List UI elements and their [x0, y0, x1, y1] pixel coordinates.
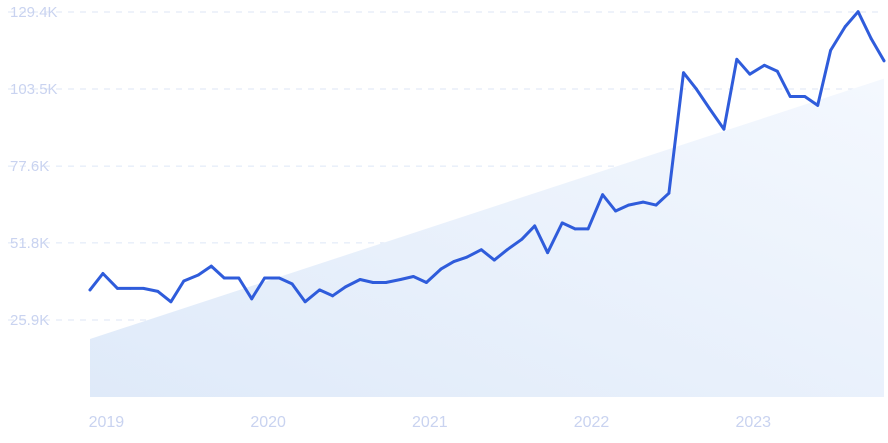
y-tick-label: 129.4K: [10, 4, 58, 21]
data-point: [384, 281, 388, 284]
data-point: [546, 251, 550, 255]
series-line: [88, 10, 886, 304]
data-point: [116, 287, 119, 290]
x-tick-label: 2019: [89, 414, 125, 431]
data-point: [882, 59, 886, 63]
data-point: [762, 63, 766, 67]
data-point: [141, 287, 145, 290]
data-point: [722, 127, 726, 131]
data-point: [290, 282, 294, 286]
data-point: [371, 281, 375, 284]
y-tick-label: 77.6K: [10, 158, 49, 175]
data-point: [667, 191, 671, 195]
data-point: [263, 276, 267, 280]
data-point: [520, 237, 524, 241]
data-point: [88, 288, 92, 292]
data-point: [412, 275, 415, 278]
data-point: [654, 203, 658, 207]
data-point: [182, 279, 186, 283]
y-axis-ticks: 129.4K 103.5K 77.6K 51.8K 25.9K: [10, 4, 58, 329]
data-point: [627, 203, 630, 207]
data-point: [479, 248, 483, 252]
data-point: [169, 300, 173, 304]
data-point: [465, 255, 469, 259]
data-point: [816, 104, 820, 107]
x-tick-label: 2022: [574, 414, 610, 431]
data-point: [331, 294, 334, 298]
data-point: [318, 288, 322, 292]
data-point: [303, 300, 307, 304]
x-tick-label: 2021: [412, 414, 448, 431]
data-point: [775, 69, 779, 73]
y-tick-label: 51.8K: [10, 235, 49, 252]
data-point: [869, 37, 873, 40]
data-point: [277, 276, 281, 280]
data-point: [424, 281, 428, 284]
x-tick-label: 2020: [250, 414, 286, 431]
data-point: [358, 278, 362, 281]
data-point: [573, 227, 577, 231]
data-point: [492, 258, 496, 262]
data-point: [101, 272, 105, 275]
data-point: [196, 273, 200, 277]
data-point: [452, 260, 456, 264]
data-point: [505, 248, 509, 252]
data-point: [843, 25, 847, 28]
data-point: [399, 278, 402, 281]
trend-area: [90, 78, 884, 397]
trend-area-shape: [90, 78, 884, 397]
data-point: [601, 193, 605, 197]
data-point: [788, 95, 792, 98]
data-point: [614, 209, 617, 213]
data-point: [707, 106, 711, 110]
data-point: [237, 276, 241, 280]
data-point: [344, 285, 347, 289]
x-axis-ticks: 2019 2020 2021 2022 2023: [89, 414, 772, 431]
data-point: [682, 71, 685, 75]
data-point: [586, 227, 590, 231]
data-point: [829, 48, 833, 52]
data-point: [748, 72, 752, 76]
data-point: [129, 287, 132, 290]
data-point: [735, 57, 739, 61]
data-point: [439, 267, 443, 271]
y-tick-label: 25.9K: [10, 312, 49, 329]
data-point: [209, 264, 213, 268]
data-point: [695, 87, 698, 91]
y-tick-label: 103.5K: [10, 81, 58, 98]
data-point: [641, 200, 645, 204]
data-point: [156, 289, 160, 293]
data-point: [560, 221, 564, 225]
data-point: [250, 297, 254, 301]
data-point: [222, 276, 226, 280]
x-tick-label: 2023: [735, 414, 771, 431]
series-layer: [88, 10, 886, 304]
data-point: [856, 10, 860, 14]
data-point: [803, 95, 807, 98]
data-point: [533, 224, 537, 228]
